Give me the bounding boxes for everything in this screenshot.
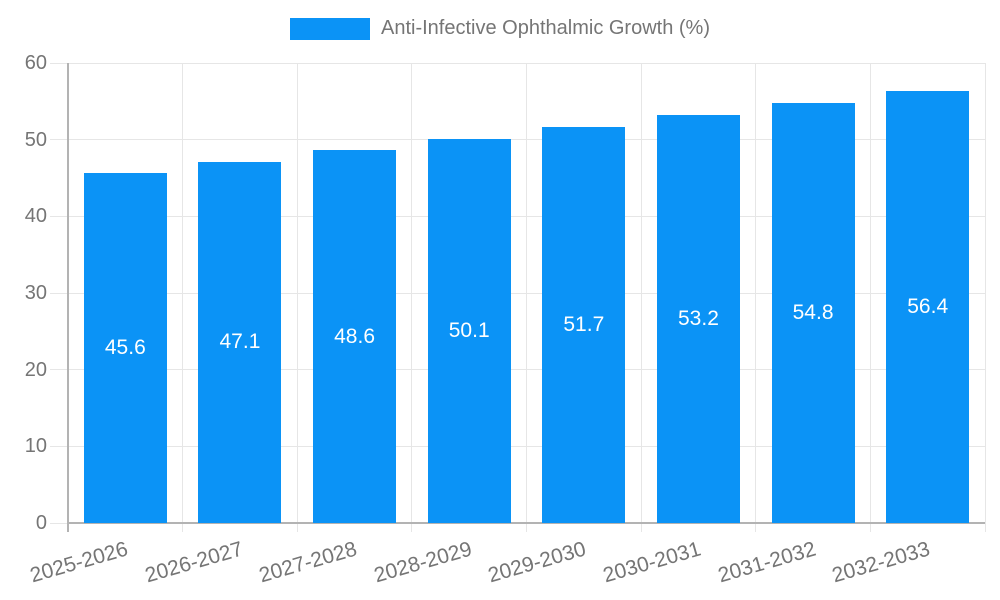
bar-value-label: 53.2 xyxy=(678,307,719,331)
bar-value-label: 54.8 xyxy=(792,300,834,324)
x-tick xyxy=(984,523,986,532)
bar-value-label: 50.1 xyxy=(448,318,490,342)
x-axis-line xyxy=(68,522,985,524)
x-gridline xyxy=(640,63,642,523)
x-axis-label: 2030-2031 xyxy=(600,537,704,588)
y-axis-label: 10 xyxy=(24,435,47,458)
x-axis-label: 2029-2030 xyxy=(485,537,589,588)
y-tick xyxy=(50,215,68,217)
x-tick xyxy=(526,523,527,532)
bar: 56.4 xyxy=(886,90,970,523)
legend-swatch xyxy=(290,17,370,40)
bar-value-label: 56.4 xyxy=(907,294,949,318)
x-gridline xyxy=(526,63,527,523)
x-axis-label: 2031-2032 xyxy=(715,537,819,588)
bar: 54.8 xyxy=(771,102,855,523)
x-axis-label: 2032-2033 xyxy=(829,537,933,588)
y-tick xyxy=(50,369,68,371)
y-tick xyxy=(50,445,68,447)
bar-value-label: 48.6 xyxy=(334,324,375,348)
y-axis-label: 40 xyxy=(24,205,47,228)
x-tick xyxy=(640,523,642,532)
x-gridline xyxy=(296,63,298,523)
x-gridline xyxy=(984,63,986,523)
x-gridline xyxy=(755,63,757,523)
bar-value-label: 47.1 xyxy=(219,330,261,354)
bar: 48.6 xyxy=(313,150,397,523)
y-tick xyxy=(50,292,68,294)
bar: 50.1 xyxy=(427,138,511,523)
y-axis-label: 60 xyxy=(24,52,47,74)
legend[interactable]: Anti-Infective Ophthalmic Growth (%) xyxy=(0,17,1000,40)
x-gridline xyxy=(869,63,871,523)
y-tick xyxy=(50,522,68,524)
bar: 53.2 xyxy=(656,115,740,523)
x-axis-label: 2028-2029 xyxy=(371,537,475,588)
x-tick xyxy=(755,523,757,532)
bar: 45.6 xyxy=(83,173,167,523)
x-tick xyxy=(411,523,413,532)
bar-value-label: 51.7 xyxy=(563,312,605,336)
legend-label: Anti-Infective Ophthalmic Growth (%) xyxy=(381,17,710,39)
bar: 51.7 xyxy=(542,126,626,523)
x-gridline xyxy=(182,63,184,523)
y-axis-label: 50 xyxy=(24,128,47,151)
x-tick xyxy=(296,523,298,532)
x-tick xyxy=(182,523,184,532)
y-tick xyxy=(50,139,68,141)
y-axis-label: 30 xyxy=(24,282,47,304)
bar-value-label: 45.6 xyxy=(104,336,146,360)
bar: 47.1 xyxy=(198,161,282,523)
x-axis-label: 2027-2028 xyxy=(256,537,360,588)
y-tick xyxy=(50,62,68,64)
y-axis-label: 20 xyxy=(24,358,47,381)
y-axis-line xyxy=(67,63,69,532)
x-axis-label: 2025-2026 xyxy=(27,537,131,588)
x-axis-label: 2026-2027 xyxy=(142,537,245,588)
y-axis-label: 0 xyxy=(35,512,47,534)
x-tick xyxy=(869,523,871,532)
x-gridline xyxy=(411,63,413,523)
